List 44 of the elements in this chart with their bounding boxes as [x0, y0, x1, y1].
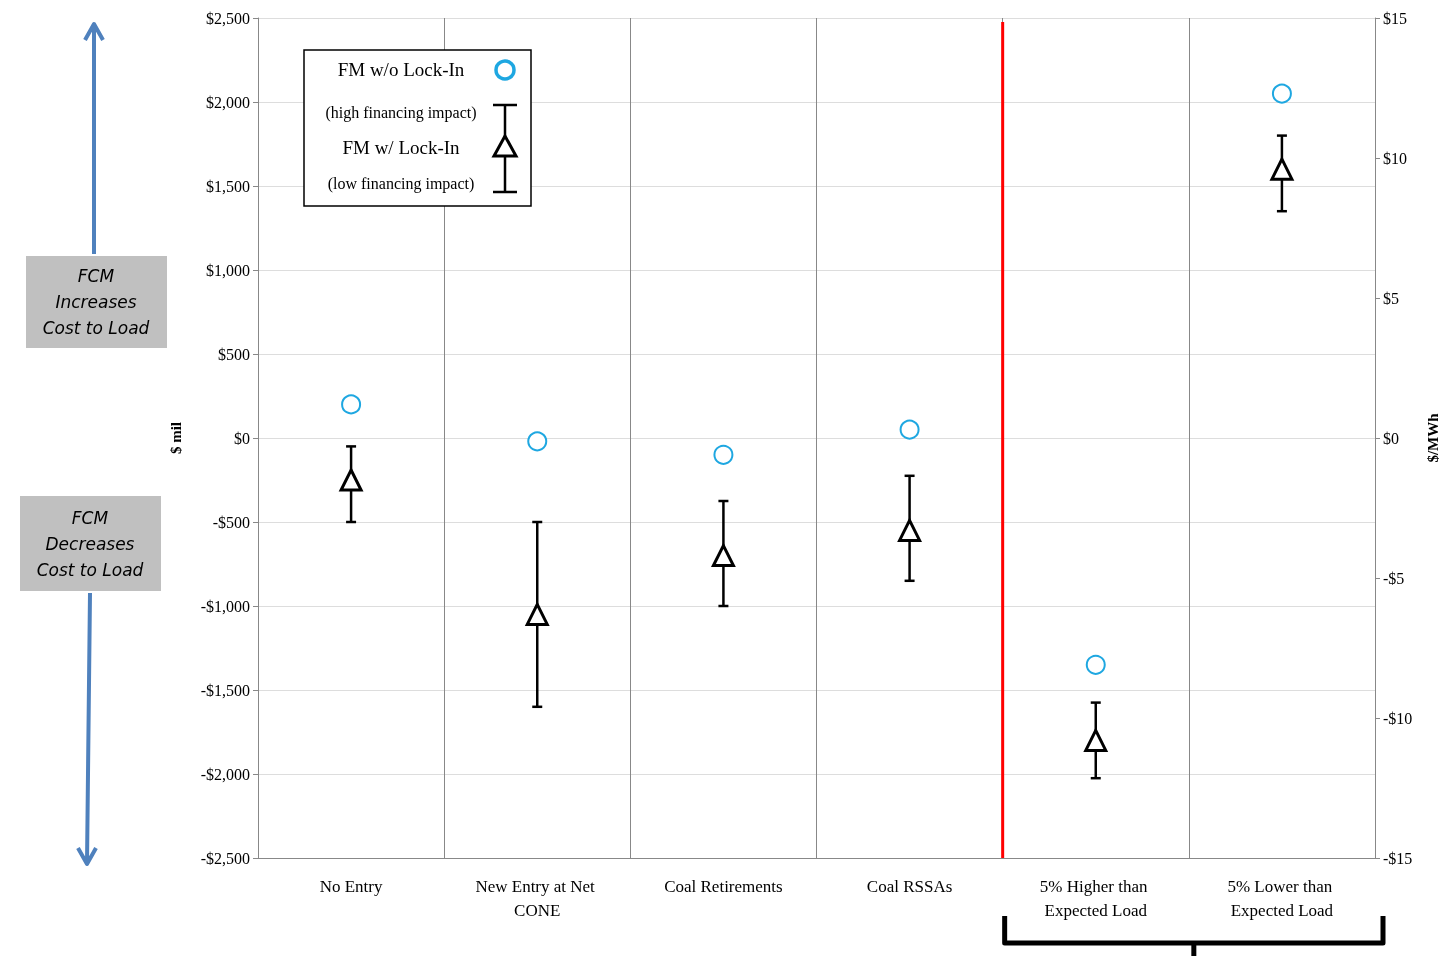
y-axis-title: $ mil: [167, 421, 184, 455]
point: [525, 602, 549, 626]
y-tick-label: $1,500: [206, 177, 250, 195]
y-tick-label: -$2,500: [200, 849, 250, 867]
point: [899, 419, 920, 440]
point: [1271, 83, 1292, 104]
annotation: (high financing impact): [325, 103, 477, 122]
y2-tick-label: $0: [1383, 429, 1399, 447]
x-tick-label: Coal RSSAs: [866, 876, 953, 896]
point: [711, 544, 735, 568]
point: [1084, 728, 1108, 752]
legend-label: FM w/o Lock-In: [337, 58, 465, 80]
point: [527, 431, 548, 452]
y-tick-label: $2,500: [206, 9, 250, 27]
y-tick-label: -$1,000: [200, 597, 250, 615]
y-tick-label: $2,000: [206, 93, 250, 111]
y2-tick-label: $15: [1383, 9, 1407, 27]
legend-label: FM w/ Lock-In: [342, 136, 461, 158]
x-tick-label: 5% Higher than Expected Load: [1039, 876, 1152, 920]
point: [339, 468, 363, 492]
x-tick-label: 5% Lower than Expected Load: [1227, 876, 1337, 920]
annotation: (low financing impact): [327, 174, 475, 193]
y2-tick-label: $10: [1383, 149, 1407, 167]
point: [1270, 157, 1294, 181]
y2-axis-title: $/MWh: [1424, 412, 1441, 463]
x-tick-label: New Entry at Net CONE: [475, 876, 600, 920]
y-tick-label: $1,000: [206, 261, 250, 279]
y-tick-label: $0: [234, 429, 250, 447]
point: [341, 394, 362, 415]
point: [713, 444, 734, 465]
x-tick-label: No Entry: [319, 876, 383, 896]
y-tick-label: $500: [218, 345, 250, 363]
y-tick-label: -$500: [212, 513, 250, 531]
y2-tick-label: -$5: [1383, 569, 1405, 587]
y-tick-label: -$1,500: [200, 681, 250, 699]
x-tick-label: Coal Retirements: [664, 876, 783, 896]
y-tick-label: -$2,000: [200, 765, 250, 783]
point: [898, 518, 922, 542]
y2-tick-label: $5: [1383, 289, 1399, 307]
y2-tick-label: -$15: [1383, 849, 1413, 867]
point: [1085, 654, 1106, 675]
text: FCM Decreases Cost to Load: [36, 508, 144, 580]
text: FCM Increases Cost to Load: [42, 266, 150, 338]
y2-tick-label: -$10: [1383, 709, 1413, 727]
